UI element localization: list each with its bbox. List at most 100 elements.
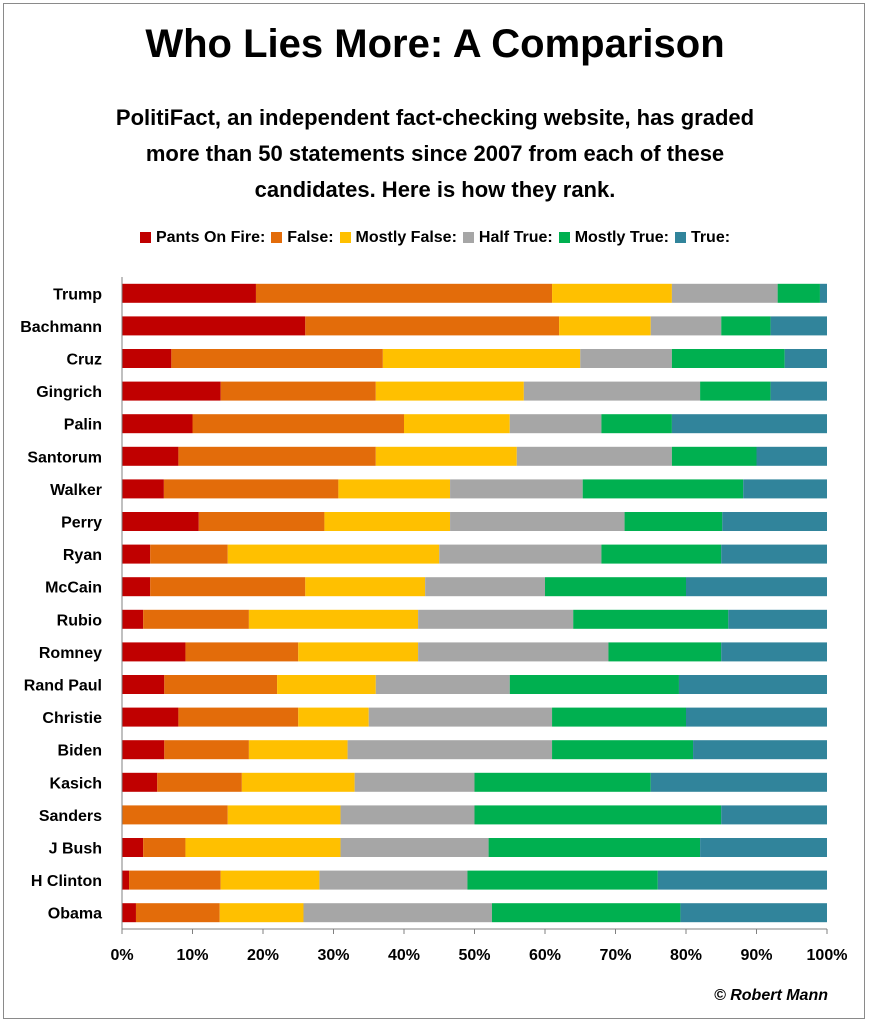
bar-segment — [552, 740, 694, 760]
bar-segment — [135, 903, 220, 923]
bar-segment — [122, 544, 151, 564]
category-label: Rand Paul — [24, 678, 102, 695]
bar-segment — [686, 577, 827, 597]
bar-segment — [743, 479, 827, 499]
bar-segment — [582, 479, 744, 499]
bar-segment — [122, 512, 199, 531]
bar-segment — [671, 283, 778, 303]
bar-segment — [227, 544, 440, 564]
category-label: Santorum — [27, 449, 102, 466]
chart-legend: Pants On Fire: False: Mostly False: Half Tr… — [0, 229, 870, 247]
legend-item: True: — [674, 229, 730, 247]
bar-segment — [601, 544, 722, 564]
bar-segment — [509, 675, 679, 694]
bar-segment — [157, 772, 242, 792]
category-label: Ryan — [63, 547, 102, 564]
bar-segment — [467, 870, 658, 890]
bar-segment — [728, 609, 827, 629]
bar-segment — [347, 740, 553, 760]
bar-segment — [122, 381, 221, 401]
bar-segment — [784, 349, 827, 368]
category-label: Christie — [42, 710, 102, 727]
bar-segment — [143, 838, 186, 857]
category-label: Palin — [64, 417, 102, 434]
x-tick-label: 10% — [176, 947, 208, 964]
category-label: H Clinton — [31, 873, 102, 890]
legend-label: Pants On Fire: — [155, 229, 266, 246]
bar-segment — [122, 870, 130, 890]
category-label: J Bush — [49, 841, 102, 858]
legend-swatch — [271, 232, 283, 243]
bar-segment — [721, 316, 771, 336]
credit-text: © Robert Mann — [713, 987, 828, 1004]
category-label: Trump — [53, 286, 102, 303]
bar-segment — [418, 642, 609, 662]
x-tick-label: 50% — [458, 947, 490, 964]
bar-segment — [220, 381, 376, 401]
bar-segment — [819, 283, 827, 303]
bar-segment — [671, 446, 757, 466]
bar-segment — [375, 381, 524, 401]
bar-segment — [305, 577, 426, 597]
bar-segment — [122, 479, 164, 499]
legend-swatch — [674, 232, 686, 243]
category-label: Obama — [48, 906, 102, 923]
bar-segment — [439, 544, 602, 564]
bar-segment — [573, 609, 729, 629]
bar-segment — [122, 772, 158, 792]
bar-segment — [178, 707, 299, 727]
bar-segment — [192, 414, 404, 434]
bar-segment — [122, 740, 165, 760]
bar-segment — [122, 414, 193, 434]
legend-label: Mostly True: — [574, 229, 669, 246]
bar-segment — [756, 446, 827, 466]
bar-segment — [164, 675, 278, 694]
legend-label: False: — [287, 229, 334, 246]
bar-segment — [248, 609, 419, 629]
bar-segment — [425, 577, 545, 597]
bar-segment — [601, 414, 672, 434]
x-tick-label: 60% — [529, 947, 561, 964]
bar-segment — [671, 414, 827, 434]
bar-segment — [474, 805, 722, 825]
bar-segment — [721, 642, 827, 662]
bar-segment — [255, 283, 553, 303]
legend-swatch — [462, 232, 474, 243]
bar-segment — [770, 316, 827, 336]
bar-segment — [552, 283, 672, 303]
category-label: Sanders — [39, 808, 102, 825]
legend-item: Half True: — [462, 229, 553, 247]
bar-segment — [450, 512, 625, 531]
category-label: Kasich — [50, 775, 102, 792]
bar-segment — [608, 642, 722, 662]
bar-segment — [580, 349, 672, 368]
chart-frame — [3, 3, 865, 1019]
category-label: Biden — [58, 743, 102, 760]
category-label: Rubio — [57, 612, 103, 629]
bar-segment — [404, 414, 510, 434]
bar-segment — [298, 707, 369, 727]
x-tick-label: 0% — [110, 947, 133, 964]
bar-segment — [700, 381, 771, 401]
bar-segment — [777, 283, 820, 303]
legend-swatch — [339, 232, 351, 243]
legend-item: False: — [271, 229, 334, 247]
bar-segment — [248, 740, 348, 760]
category-label: McCain — [45, 580, 102, 597]
bar-segment — [340, 838, 489, 857]
bar-segment — [122, 609, 144, 629]
bar-segment — [219, 903, 304, 923]
bar-segment — [122, 838, 144, 857]
legend-swatch — [558, 232, 570, 243]
bar-segment — [375, 446, 517, 466]
bar-segment — [220, 870, 320, 890]
legend-swatch — [139, 232, 151, 243]
x-tick-label: 70% — [599, 947, 631, 964]
bar-segment — [474, 772, 651, 792]
bar-segment — [143, 609, 249, 629]
x-tick-label: 40% — [388, 947, 420, 964]
bar-segment — [516, 446, 672, 466]
bar-segment — [122, 577, 151, 597]
bar-segment — [686, 707, 827, 727]
